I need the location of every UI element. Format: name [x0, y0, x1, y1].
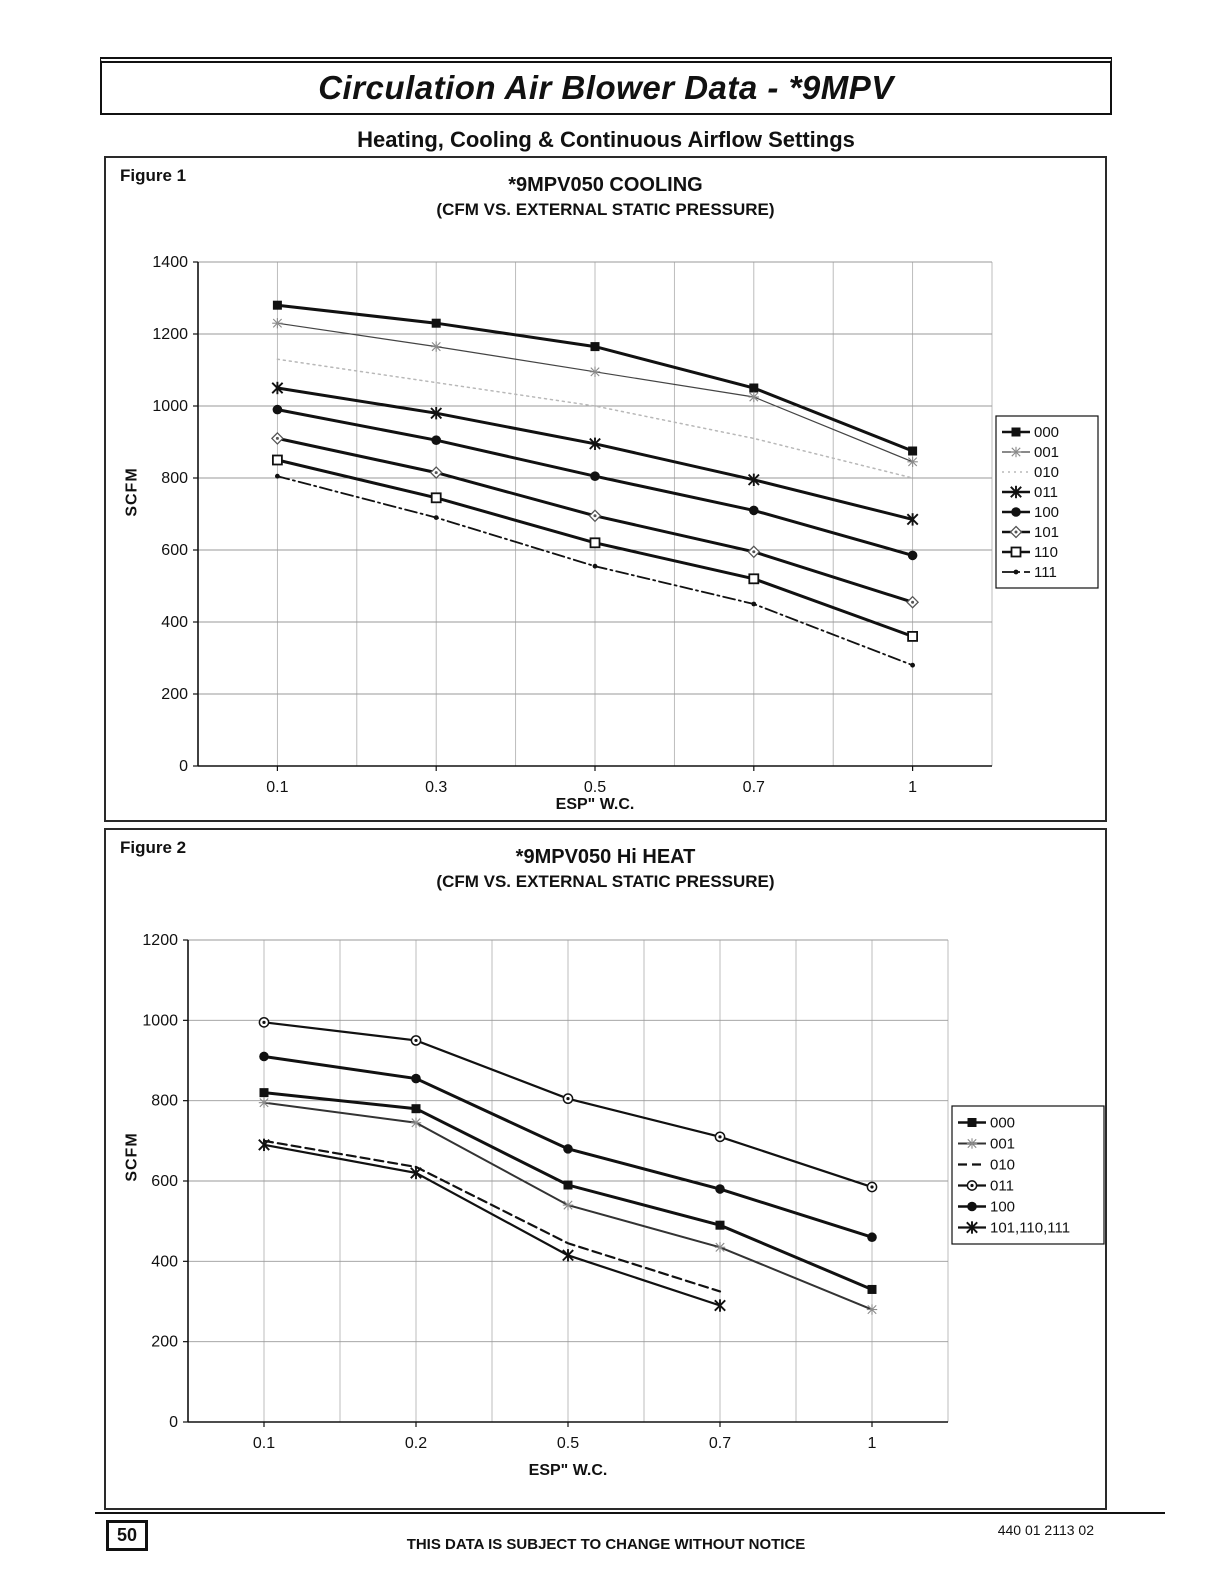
svg-text:0.7: 0.7 — [743, 779, 765, 796]
document-title: Circulation Air Blower Data - *9MPV — [318, 69, 894, 106]
figure-1-label: Figure 1 — [120, 166, 187, 185]
svg-text:1400: 1400 — [152, 254, 188, 271]
svg-text:110: 110 — [1034, 544, 1058, 561]
svg-text:0.2: 0.2 — [405, 1435, 427, 1452]
figure-1-title: *9MPV050 COOLING — [508, 174, 703, 196]
svg-text:0.3: 0.3 — [425, 779, 447, 796]
svg-text:600: 600 — [151, 1173, 178, 1190]
figure-2-subtitle: (CFM VS. EXTERNAL STATIC PRESSURE) — [436, 872, 775, 891]
svg-text:0.5: 0.5 — [557, 1435, 579, 1452]
svg-text:800: 800 — [151, 1093, 178, 1110]
svg-text:010: 010 — [990, 1157, 1015, 1174]
document-title-box: Circulation Air Blower Data - *9MPV — [100, 57, 1112, 115]
svg-text:0.1: 0.1 — [253, 1435, 275, 1452]
footer-divider — [95, 1512, 1165, 1514]
svg-text:001: 001 — [1034, 444, 1059, 461]
svg-text:1000: 1000 — [152, 398, 188, 415]
svg-text:0: 0 — [179, 758, 188, 775]
svg-text:600: 600 — [161, 542, 188, 559]
svg-text:400: 400 — [161, 614, 188, 631]
svg-text:200: 200 — [151, 1334, 178, 1351]
figure-2-label: Figure 2 — [120, 838, 187, 857]
page-number: 50 — [106, 1520, 149, 1551]
svg-text:011: 011 — [1034, 484, 1058, 501]
figure-1-x-axis-label: ESP" W.C. — [555, 796, 635, 813]
svg-text:111: 111 — [1034, 564, 1057, 581]
svg-text:1: 1 — [868, 1435, 877, 1452]
figure-2: Figure 2 *9MPV050 Hi HEAT (CFM VS. EXTER… — [104, 828, 1107, 1510]
figure-2-title: *9MPV050 Hi HEAT — [515, 846, 696, 868]
figure-1-header: *9MPV050 COOLING (CFM VS. EXTERNAL STATI… — [106, 174, 1105, 220]
svg-text:0.1: 0.1 — [266, 779, 288, 796]
svg-text:010: 010 — [1034, 464, 1059, 481]
figure-2-x-axis-label: ESP" W.C. — [528, 1462, 608, 1479]
svg-text:0.7: 0.7 — [709, 1435, 731, 1452]
document-subtitle: Heating, Cooling & Continuous Airflow Se… — [357, 127, 855, 152]
svg-text:100: 100 — [1034, 504, 1059, 521]
footer-notice: THIS DATA IS SUBJECT TO CHANGE WITHOUT N… — [406, 1536, 806, 1553]
svg-text:1000: 1000 — [142, 1012, 178, 1029]
svg-text:1200: 1200 — [152, 326, 188, 343]
svg-text:1: 1 — [908, 779, 917, 796]
svg-text:100: 100 — [990, 1199, 1015, 1216]
svg-text:400: 400 — [151, 1253, 178, 1270]
svg-text:800: 800 — [161, 470, 188, 487]
svg-text:101,110,111: 101,110,111 — [990, 1220, 1070, 1237]
figure-1: Figure 1 *9MPV050 COOLING (CFM VS. EXTER… — [104, 156, 1107, 822]
svg-text:0.5: 0.5 — [584, 779, 606, 796]
svg-text:0: 0 — [169, 1414, 178, 1431]
svg-text:001: 001 — [990, 1136, 1015, 1153]
svg-text:101: 101 — [1034, 524, 1059, 541]
svg-text:1200: 1200 — [142, 932, 178, 949]
svg-text:000: 000 — [990, 1115, 1015, 1132]
svg-text:200: 200 — [161, 686, 188, 703]
figure-2-header: *9MPV050 Hi HEAT (CFM VS. EXTERNAL STATI… — [106, 846, 1105, 892]
document-number: 440 01 2113 02 — [997, 1522, 1094, 1538]
svg-text:011: 011 — [990, 1178, 1014, 1195]
figure-1-subtitle: (CFM VS. EXTERNAL STATIC PRESSURE) — [436, 200, 775, 219]
svg-text:000: 000 — [1034, 424, 1059, 441]
